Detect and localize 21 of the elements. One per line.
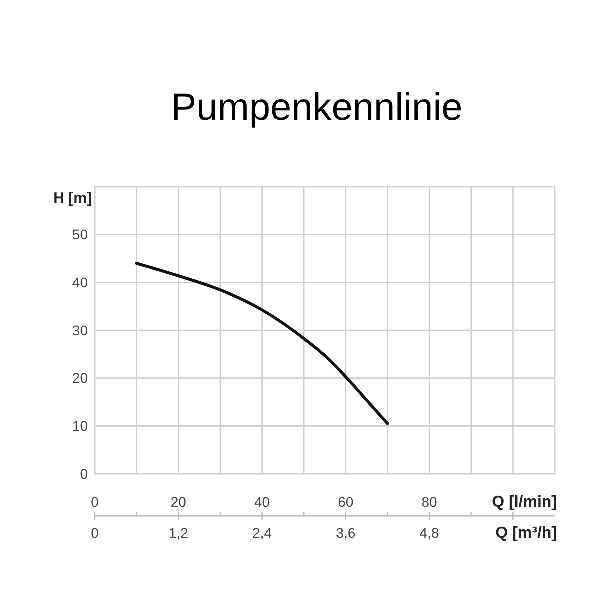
x2-axis-title: Q [m³/h]: [496, 525, 557, 542]
y-tick-label: 20: [72, 370, 88, 386]
x-tick-label: 40: [254, 494, 270, 510]
x2-tick-label: 0: [91, 525, 100, 541]
y-tick-label: 10: [72, 418, 88, 434]
x2-tick-label: 4,8: [420, 525, 440, 541]
x-tick-label: 60: [338, 494, 354, 510]
x-tick-label: 20: [170, 494, 187, 510]
y-tick-label: 40: [72, 274, 88, 291]
x2-tick-label: 3,6: [336, 525, 356, 541]
y-axis-title: H [m]: [54, 190, 92, 207]
x2-tick-label: 2,4: [252, 525, 272, 541]
x-tick-label: 0: [91, 494, 100, 510]
x-axis-title: Q [l/min]: [492, 494, 557, 511]
y-tick-label: 0: [80, 466, 88, 482]
x2-tick-label: 1,2: [168, 525, 189, 541]
chart-title: Pumpenkennlinie: [171, 87, 463, 129]
y-tick-label: 30: [72, 322, 88, 338]
y-tick-label: 50: [72, 226, 88, 243]
x-tick-label: 80: [422, 494, 438, 510]
line-series: [135, 262, 390, 426]
